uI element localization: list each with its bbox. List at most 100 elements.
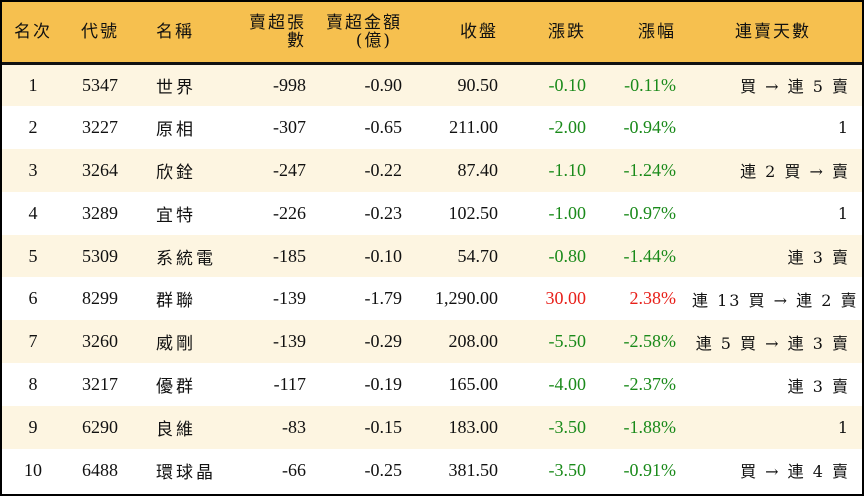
header-net-sell-amount: 賣超金額 (億) bbox=[314, 2, 410, 63]
net-sell-lots-cell: -307 bbox=[273, 116, 306, 137]
change-pct-cell: -1.44% bbox=[623, 245, 677, 266]
table-row: 10 6488 環球晶 -66 -0.25 381.50 -3.50 -0.91% 買 → 連 … bbox=[2, 449, 862, 492]
header-net-sell-lots: 賣超張數 bbox=[249, 12, 306, 51]
change-pct-cell: -1.24% bbox=[623, 159, 677, 180]
table-row: 9 6290 良維 -83 -0.15 183.00 -3.50 -1.88% 1 bbox=[2, 406, 862, 450]
table-row: 3 3264 欣銓 -247 -0.22 87.40 -1.10 -1.24% 連 2 買 → … bbox=[2, 148, 862, 192]
table-row: 8 3217 優群 -117 -0.19 165.00 -4.00 -2.37% 連 3 賣 bbox=[2, 363, 862, 407]
table-row: 6 8299 群聯 -139 -1.79 1,290.00 30.00 2.38% 連 13 買… bbox=[2, 277, 862, 321]
change-pct-cell: -0.97% bbox=[623, 202, 677, 223]
table-row: 1 5347 世界 -998 -0.90 90.50 -0.10 -0.11% 買 → 連 5 … bbox=[2, 63, 862, 106]
close-cell: 381.50 bbox=[448, 459, 499, 480]
name-cell: 優群 bbox=[156, 377, 196, 398]
table-body: 1 5347 世界 -998 -0.90 90.50 -0.10 -0.11% 買 → 連 5 … bbox=[2, 63, 862, 492]
change-cell: -3.50 bbox=[548, 417, 587, 438]
name-cell: 宜特 bbox=[156, 205, 196, 226]
rank-cell: 7 bbox=[28, 331, 38, 352]
rank-cell: 6 bbox=[28, 288, 38, 309]
code-cell: 3264 bbox=[82, 159, 118, 180]
net-sell-amount-cell: -0.22 bbox=[364, 159, 403, 180]
change-cell: -4.00 bbox=[548, 374, 587, 395]
name-cell: 環球晶 bbox=[156, 462, 216, 483]
rank-cell: 10 bbox=[24, 459, 42, 480]
close-cell: 87.40 bbox=[457, 159, 499, 180]
net-sell-amount-cell: -0.29 bbox=[364, 331, 403, 352]
rank-cell: 3 bbox=[28, 159, 38, 180]
header-change-pct: 漲幅 bbox=[638, 21, 676, 42]
change-cell: -0.80 bbox=[548, 245, 587, 266]
table-row: 4 3289 宜特 -226 -0.23 102.50 -1.00 -0.97% 1 bbox=[2, 191, 862, 235]
name-cell: 系統電 bbox=[156, 248, 216, 269]
table-header: 名次 代號 名稱 賣超張數 賣超金額 (億) 收盤 漲跌 漲幅 連賣天數 bbox=[2, 2, 862, 63]
name-cell: 世界 bbox=[156, 77, 196, 98]
change-cell: 30.00 bbox=[545, 288, 587, 309]
streak-cell: 連 3 賣 bbox=[787, 376, 850, 396]
table-row: 5 5309 系統電 -185 -0.10 54.70 -0.80 -1.44% 連 3 賣 bbox=[2, 234, 862, 278]
change-pct-cell: -0.11% bbox=[624, 74, 676, 95]
rank-cell: 5 bbox=[28, 245, 38, 266]
close-cell: 54.70 bbox=[457, 245, 499, 266]
net-sell-amount-cell: -0.90 bbox=[364, 74, 403, 95]
streak-cell: 連 5 買 → 連 3 賣 bbox=[695, 333, 850, 353]
close-cell: 183.00 bbox=[448, 417, 499, 438]
net-sell-lots-cell: -83 bbox=[282, 417, 306, 438]
net-sell-lots-cell: -117 bbox=[273, 374, 306, 395]
header-streak: 連賣天數 bbox=[735, 21, 811, 42]
change-pct-cell: -2.58% bbox=[623, 331, 677, 352]
net-sell-amount-cell: -1.79 bbox=[364, 288, 403, 309]
name-cell: 原相 bbox=[156, 119, 196, 140]
net-sell-amount-cell: -0.23 bbox=[364, 202, 403, 223]
code-cell: 3217 bbox=[82, 374, 118, 395]
close-cell: 90.50 bbox=[457, 74, 499, 95]
name-cell: 群聯 bbox=[156, 291, 196, 312]
net-sell-amount-cell: -0.19 bbox=[364, 374, 403, 395]
table-row: 7 3260 威剛 -139 -0.29 208.00 -5.50 -2.58% 連 5 買 →… bbox=[2, 320, 862, 364]
header-net-sell-amount-line1: 賣超金額 bbox=[326, 12, 402, 33]
net-sell-lots-cell: -185 bbox=[273, 245, 306, 266]
change-cell: -1.00 bbox=[548, 202, 587, 223]
header-rank: 名次 bbox=[14, 21, 52, 42]
streak-cell: 買 → 連 4 賣 bbox=[740, 462, 850, 482]
code-cell: 8299 bbox=[82, 288, 118, 309]
net-sell-lots-cell: -66 bbox=[282, 459, 306, 480]
change-cell: -3.50 bbox=[548, 459, 587, 480]
net-sell-lots-cell: -139 bbox=[273, 288, 306, 309]
close-cell: 165.00 bbox=[448, 374, 499, 395]
streak-cell: 連 13 買 → 連 2 賣 bbox=[692, 290, 859, 310]
code-cell: 6488 bbox=[82, 459, 118, 480]
code-cell: 3289 bbox=[82, 202, 118, 223]
rank-cell: 1 bbox=[28, 74, 38, 95]
close-cell: 208.00 bbox=[448, 331, 499, 352]
header-row: 名次 代號 名稱 賣超張數 賣超金額 (億) 收盤 漲跌 漲幅 連賣天數 bbox=[2, 2, 862, 63]
name-cell: 欣銓 bbox=[156, 162, 196, 183]
net-sell-amount-cell: -0.25 bbox=[364, 459, 403, 480]
name-cell: 威剛 bbox=[156, 334, 196, 355]
rank-cell: 4 bbox=[28, 202, 38, 223]
net-sell-lots-cell: -226 bbox=[273, 202, 306, 223]
code-cell: 5347 bbox=[82, 74, 118, 95]
rank-cell: 9 bbox=[28, 417, 38, 438]
code-cell: 3260 bbox=[82, 331, 118, 352]
header-net-sell-amount-line2: (億) bbox=[355, 30, 392, 51]
header-change: 漲跌 bbox=[548, 21, 586, 42]
code-cell: 6290 bbox=[82, 417, 118, 438]
net-sell-lots-cell: -139 bbox=[273, 331, 306, 352]
change-cell: -0.10 bbox=[548, 74, 587, 95]
net-sell-lots-cell: -247 bbox=[273, 159, 306, 180]
change-cell: -2.00 bbox=[548, 116, 587, 137]
close-cell: 1,290.00 bbox=[435, 288, 498, 309]
close-cell: 102.50 bbox=[448, 202, 499, 223]
table-row: 2 3227 原相 -307 -0.65 211.00 -2.00 -0.94% 1 bbox=[2, 105, 862, 149]
close-cell: 211.00 bbox=[449, 116, 498, 137]
rank-cell: 2 bbox=[28, 116, 38, 137]
net-sell-lots-cell: -998 bbox=[273, 74, 306, 95]
streak-cell: 連 2 買 → 賣 bbox=[740, 162, 850, 182]
streak-cell: 連 3 賣 bbox=[787, 248, 850, 267]
streak-cell: 1 bbox=[837, 117, 850, 137]
header-name: 名稱 bbox=[156, 21, 194, 42]
streak-cell: 買 → 連 5 賣 bbox=[740, 77, 850, 97]
rank-cell: 8 bbox=[28, 374, 38, 395]
change-pct-cell: -0.94% bbox=[623, 116, 677, 137]
